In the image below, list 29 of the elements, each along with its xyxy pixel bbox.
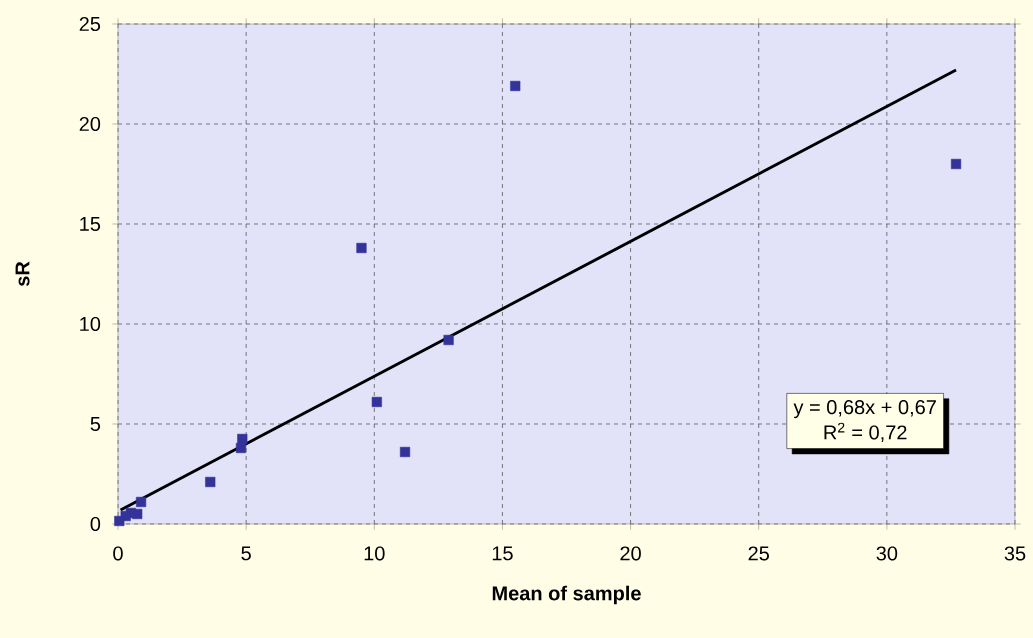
point (237, 433, 248, 445)
point (136, 496, 147, 508)
y-tick-label: 25 (79, 16, 101, 32)
point (443, 334, 454, 346)
point (950, 158, 962, 170)
x-tick-label: 10 (364, 546, 385, 561)
x-tick-label: 25 (748, 546, 769, 561)
x-tick-label: 15 (492, 546, 513, 561)
point (205, 476, 216, 488)
point (510, 80, 521, 92)
y-tick-label: 20 (79, 116, 101, 132)
y-tick-label: 0 (90, 516, 101, 532)
y-tick-label: 10 (80, 316, 101, 332)
point (399, 446, 411, 458)
point (235, 442, 247, 454)
y-tick-label: 5 (90, 417, 101, 431)
point (371, 396, 382, 408)
x-tick-label: 0 (113, 546, 123, 561)
annotation: y = 0,68x + 0,67 (793, 400, 936, 419)
x-tick-label: 20 (620, 546, 641, 561)
x-axis-title: Mean of sample (492, 585, 641, 605)
annotation: R$^{2}$ = 0,72 (824, 422, 907, 442)
point (114, 515, 125, 527)
y-axis-title: sR (15, 261, 30, 287)
x-tick-label: 30 (876, 546, 898, 561)
point (356, 242, 367, 254)
x-tick-label: 5 (241, 546, 251, 561)
x-tick-label: 35 (1004, 546, 1026, 561)
y-tick-label: 15 (80, 217, 101, 231)
